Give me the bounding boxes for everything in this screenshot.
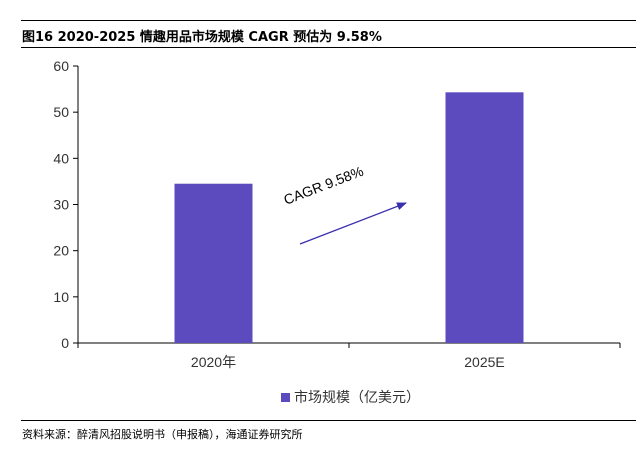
legend-swatch (281, 393, 290, 402)
y-tick-label: 20 (53, 243, 69, 259)
annotation-group: CAGR 9.58% (281, 163, 407, 245)
y-tick-label: 10 (53, 289, 69, 305)
bar (174, 183, 253, 343)
bar-chart: 0 10 20 30 40 50 60 2020年 2025E CAGR 9.58% 市场规模（… (53, 58, 621, 405)
x-tick-label: 2020年 (191, 354, 236, 370)
figure-title: 图16 2020-2025 情趣用品市场规模 CAGR 预估为 9.58% (22, 26, 382, 45)
cagr-label: CAGR 9.58% (281, 163, 365, 208)
figure-title-text: 2020-2025 情趣用品市场规模 CAGR 预估为 9.58% (57, 30, 382, 45)
x-tick-label: 2025E (464, 354, 504, 370)
y-tick-label: 30 (53, 197, 69, 213)
top-rule (21, 20, 636, 21)
y-tick-label: 50 (53, 104, 69, 120)
axes-group: 0 10 20 30 40 50 60 2020年 2025E (53, 58, 621, 370)
bars-group (174, 92, 524, 343)
bar (445, 92, 524, 343)
figure-label: 图16 (22, 30, 54, 45)
legend-label: 市场规模（亿美元） (294, 389, 420, 405)
title-rule (21, 47, 636, 48)
y-tick-label: 40 (53, 150, 69, 166)
bottom-rule (21, 420, 636, 421)
cagr-arrow (299, 202, 407, 245)
y-tick-label: 60 (53, 58, 69, 74)
legend-group: 市场规模（亿美元） (281, 389, 420, 405)
y-tick-label: 0 (61, 335, 69, 351)
source-note: 资料来源：醉清风招股说明书（申报稿），海通证券研究所 (22, 428, 303, 441)
